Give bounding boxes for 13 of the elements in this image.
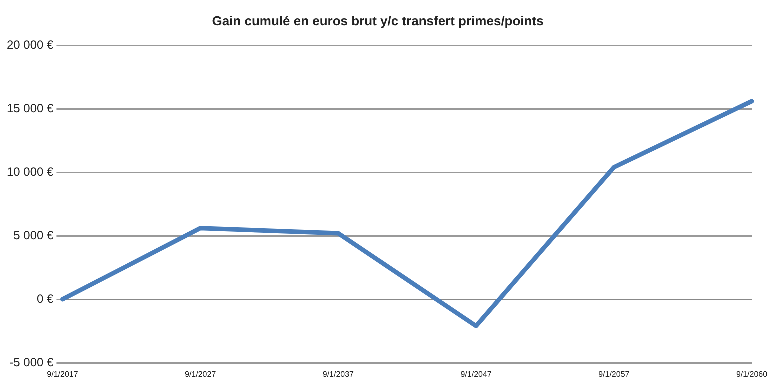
y-tick-label: 0 € (37, 292, 54, 306)
y-tick-label: -5 000 € (10, 355, 54, 370)
x-tick-label: 9/1/2057 (598, 370, 630, 377)
chart-title: Gain cumulé en euros brut y/c transfert primes/points (212, 13, 544, 28)
y-tick-label: 15 000 € (6, 101, 54, 116)
x-tick-label: 9/1/2060 (736, 370, 768, 377)
x-tick-label: 9/1/2017 (47, 370, 79, 377)
x-tick-label: 9/1/2047 (460, 370, 492, 377)
x-tick-label: 9/1/2027 (185, 370, 217, 377)
y-tick-label: 10 000 € (6, 164, 54, 179)
y-tick-label: 5 000 € (14, 228, 54, 242)
x-tick-label: 9/1/2037 (322, 370, 355, 377)
y-tick-label: 20 000 € (6, 38, 54, 52)
